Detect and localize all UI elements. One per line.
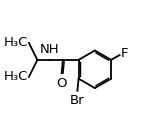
Text: H₃C: H₃C [3, 36, 28, 49]
Text: Br: Br [70, 94, 85, 107]
Text: H₃C: H₃C [3, 70, 28, 83]
Text: NH: NH [40, 43, 59, 56]
Text: O: O [56, 77, 67, 90]
Text: F: F [121, 47, 128, 60]
